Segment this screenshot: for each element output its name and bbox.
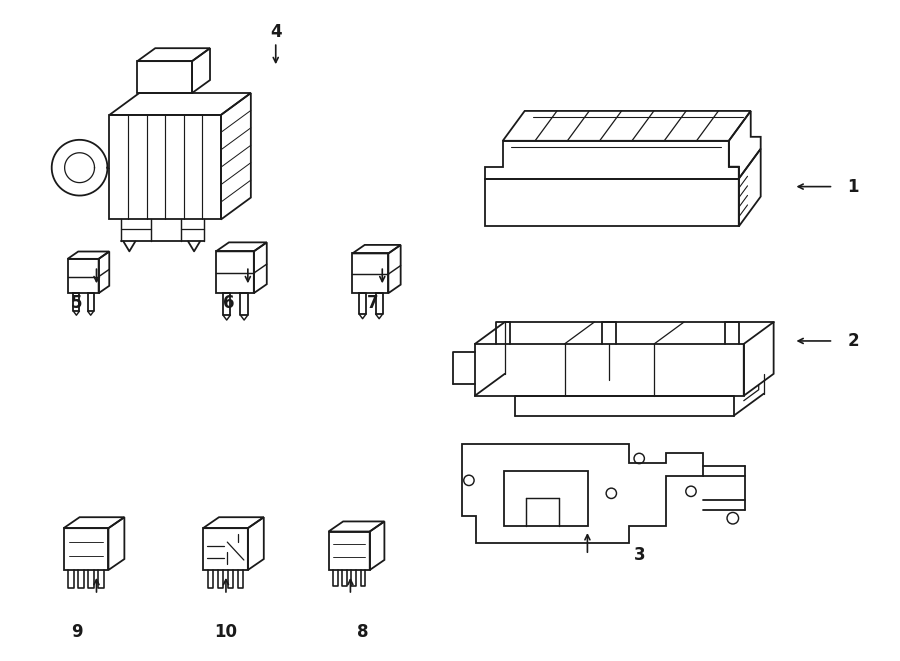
- Text: 1: 1: [848, 178, 859, 196]
- Text: 6: 6: [223, 294, 235, 312]
- Text: 8: 8: [356, 623, 368, 641]
- Text: 3: 3: [634, 546, 645, 564]
- Text: 9: 9: [71, 623, 83, 641]
- Text: 10: 10: [214, 623, 238, 641]
- Text: 7: 7: [366, 294, 378, 312]
- Text: 4: 4: [270, 23, 282, 41]
- Text: 2: 2: [848, 332, 860, 350]
- Text: 5: 5: [71, 294, 82, 312]
